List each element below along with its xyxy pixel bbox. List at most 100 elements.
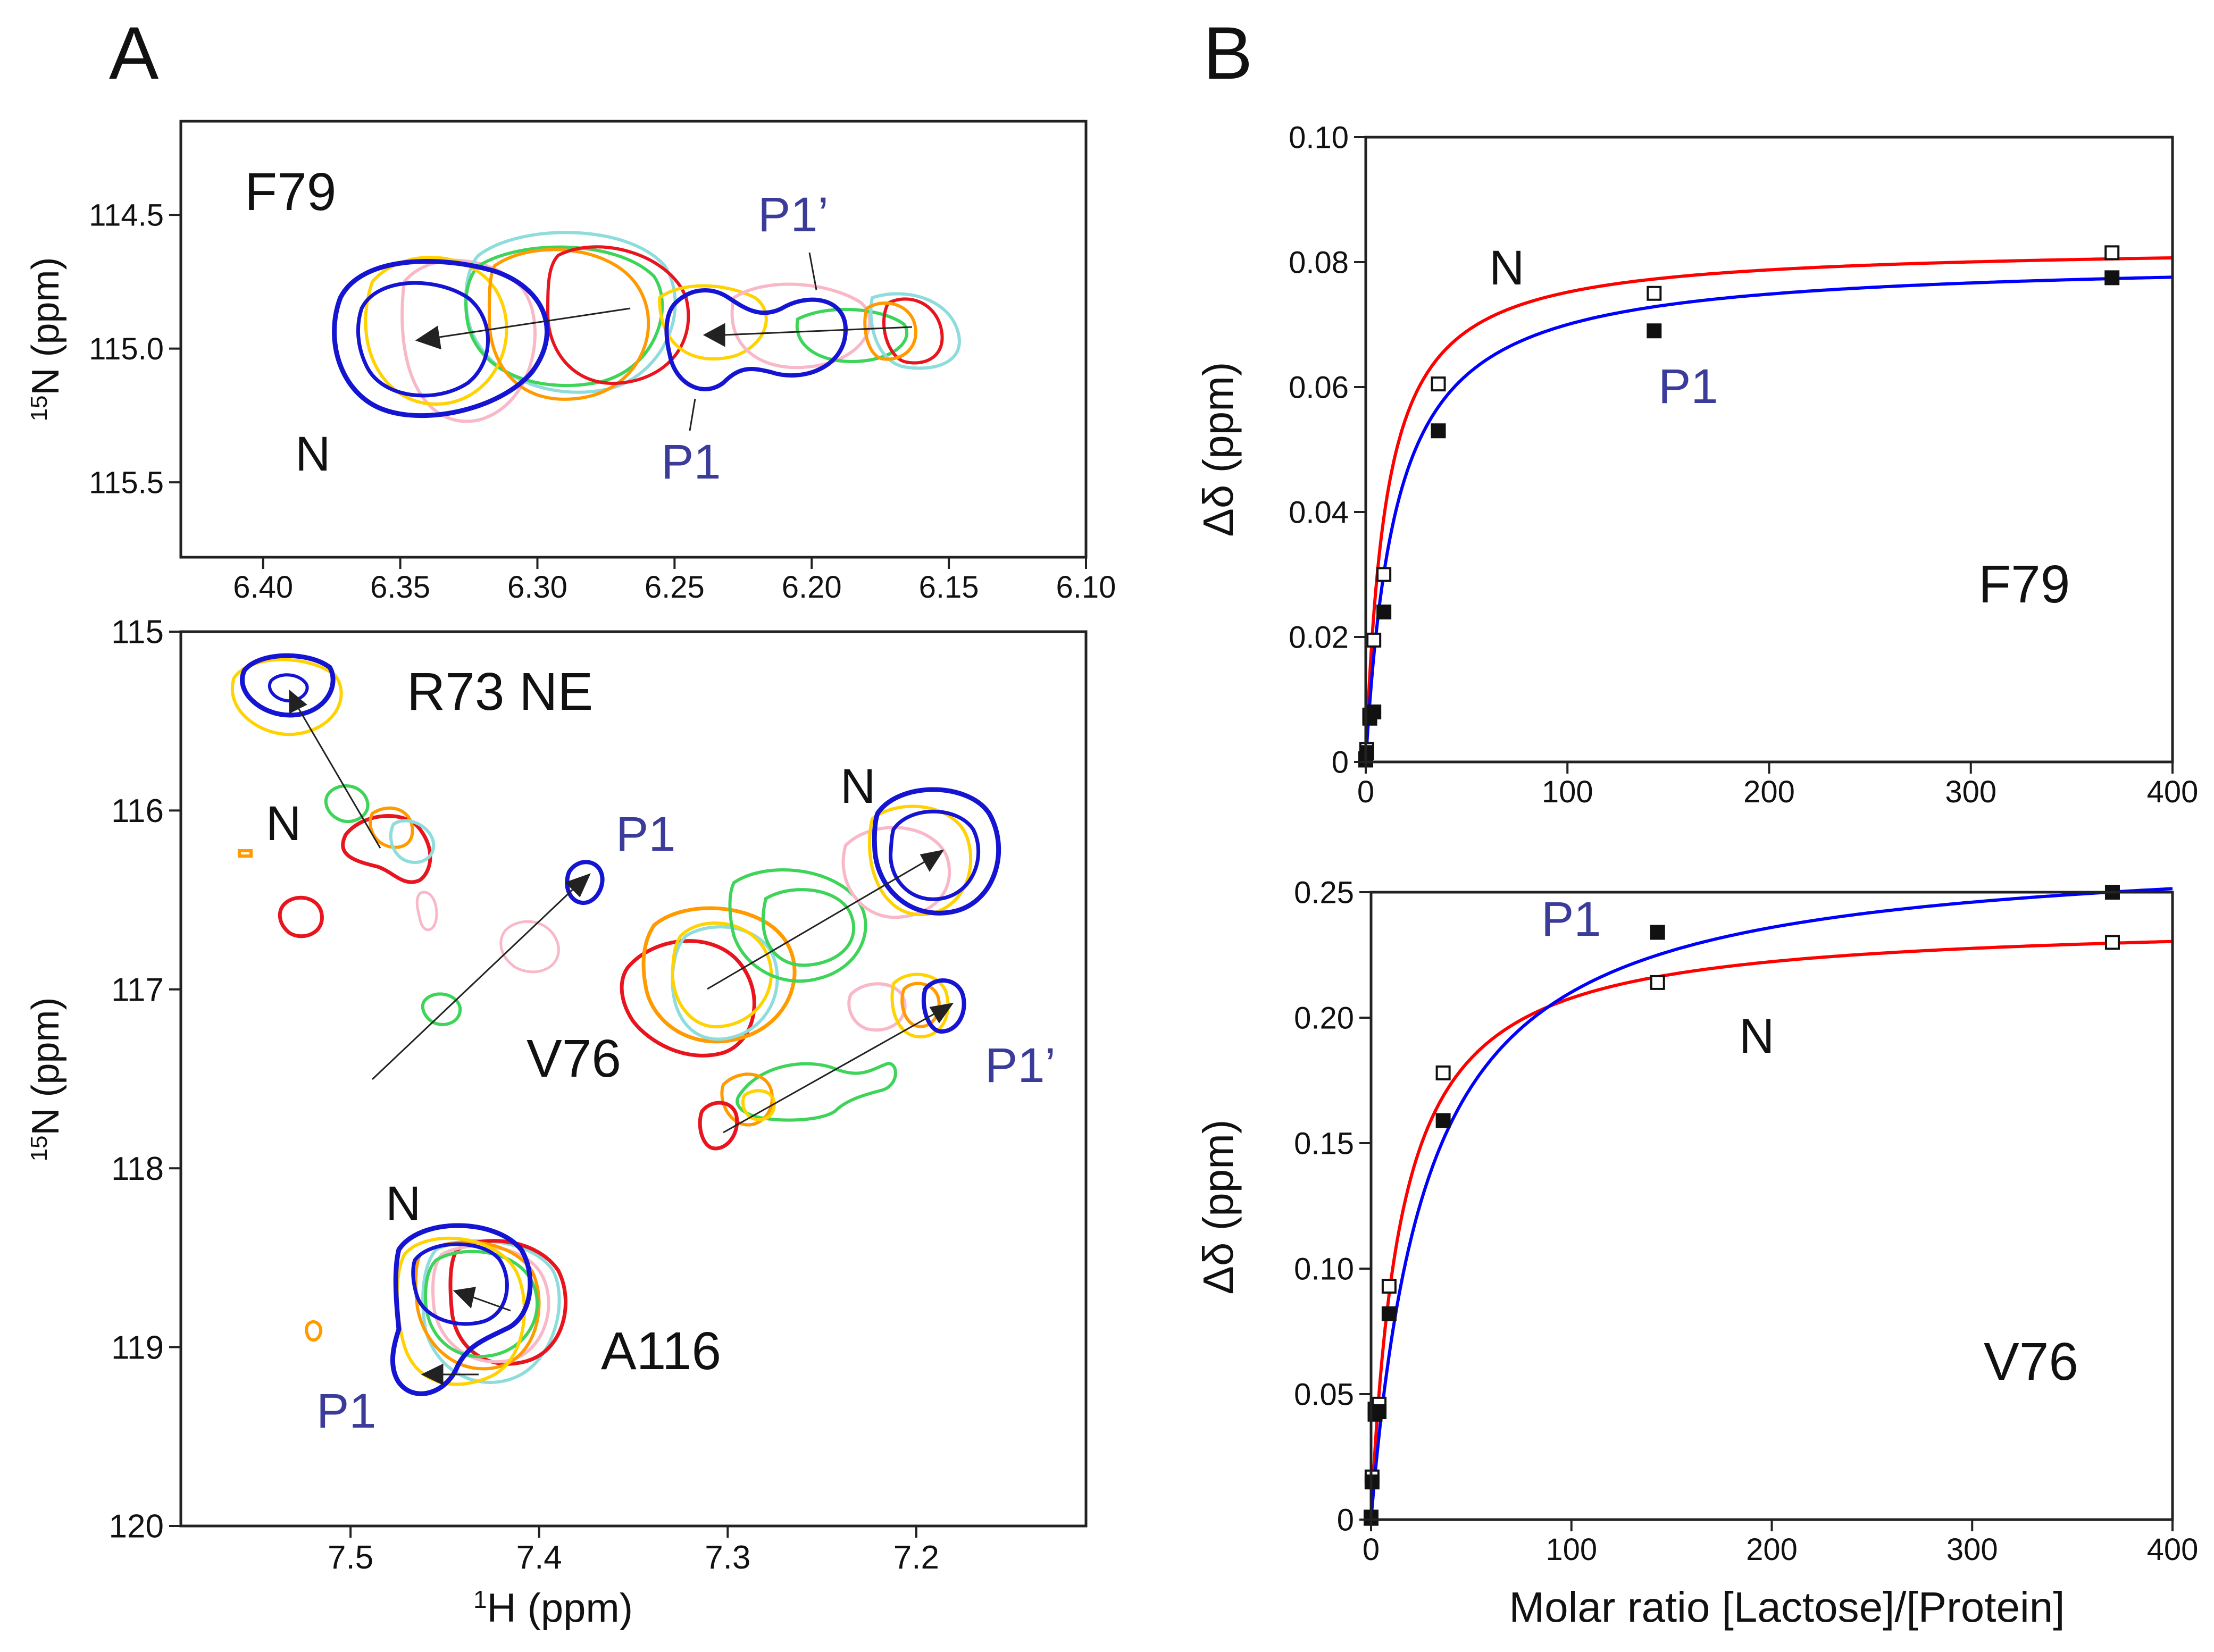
b-bot-point-p1 xyxy=(1435,1113,1451,1128)
a-top-label-p1: P1 xyxy=(661,435,721,489)
b-top-fit-curves xyxy=(1364,256,2173,762)
a-bot-xlabel-main: H (ppm) xyxy=(487,1586,633,1631)
a-bot-v76-orange xyxy=(641,906,797,1044)
a-bot-blue-p1 xyxy=(565,860,605,905)
b-xlabel: Molar ratio [Lactose]/[Protein] xyxy=(1509,1583,2065,1631)
a-bot-v76-yellow-2 xyxy=(867,804,973,917)
a-top-contour-blue-inner xyxy=(356,281,490,398)
b-top-title: F79 xyxy=(1978,555,2070,614)
panel-a-letter: A xyxy=(109,11,159,95)
a-top-arrows xyxy=(415,252,913,431)
a-top-arrowhead-n xyxy=(415,325,441,350)
a-bot-label-p1b: P1 xyxy=(316,1384,377,1438)
a-bot-xtick-label: 7.3 xyxy=(705,1539,750,1576)
a-top-ytick-label: 115.5 xyxy=(89,465,164,500)
b-top-x-ticks: 0 100 200 300 400 xyxy=(1357,762,2199,809)
b-top-y-ticks: 0 0.02 0.04 0.06 0.08 0.10 xyxy=(1289,120,1366,779)
a-top-frame xyxy=(179,120,1088,559)
a-bot-label-a116: A116 xyxy=(601,1321,721,1381)
b-bot-point-p1 xyxy=(1650,925,1665,940)
a-bot-frame xyxy=(179,630,1088,1528)
a-top-ytick-label: 115.0 xyxy=(89,332,164,366)
a-bot-p1p-orange xyxy=(900,982,941,1028)
a-bot-p1p-blue xyxy=(921,978,966,1034)
b-bot-xtick-label: 300 xyxy=(1946,1532,1998,1567)
b-bot-ytick-label: 0.05 xyxy=(1294,1377,1354,1412)
b-top-xtick-label: 200 xyxy=(1743,775,1795,809)
a-bot-xlabel: 1H (ppm) xyxy=(473,1586,633,1631)
b-top-point-p1 xyxy=(1431,423,1446,439)
b-top-frame xyxy=(1364,136,2174,764)
b-top-fit-n xyxy=(1364,256,2173,762)
a-bot-a116-green xyxy=(423,1250,539,1359)
a-top-contour-blue-outer xyxy=(332,259,549,418)
a-top-contour-orange xyxy=(487,248,650,401)
a-top-x-ticks: 6.40 6.35 6.30 6.25 6.20 6.15 6.10 xyxy=(233,557,1116,605)
b-bot-ytick-label: 0.25 xyxy=(1294,875,1354,910)
a-top-ylabel-main: N (ppm) xyxy=(24,257,67,396)
a-bot-ylabel-sup: 15 xyxy=(26,1136,52,1162)
a-bot-arrowhead-r73 xyxy=(289,689,307,714)
a-top-contour-orange-p1p xyxy=(863,301,917,361)
a-bot-p1p-yellow xyxy=(890,972,950,1039)
a-bot-r73-blue-inner xyxy=(268,673,309,703)
a-bot-label-n3: N xyxy=(386,1177,421,1231)
a-top-contour-red-p1p xyxy=(882,297,944,365)
a-top-xtick-label: 6.25 xyxy=(645,570,705,605)
b-top-annot-n: N xyxy=(1489,241,1524,295)
b-bot-point-p1 xyxy=(1381,1306,1397,1321)
a-bot-ytick-label: 118 xyxy=(111,1151,164,1187)
a-bot-label-n2: N xyxy=(840,759,875,814)
panel-a-top: 6.40 6.35 6.30 6.25 6.20 6.15 6.10 114.5115.01… xyxy=(24,120,1116,605)
a-top-contour-green-p1p xyxy=(795,307,908,364)
a-bot-a116-red xyxy=(448,1239,567,1366)
a-bot-arrows xyxy=(289,689,954,1386)
a-bot-label-v76: V76 xyxy=(527,1029,621,1088)
b-bot-annot-n: N xyxy=(1739,1009,1774,1063)
a-bot-arrow-v76 xyxy=(707,860,926,990)
b-top-point-p1 xyxy=(1376,605,1392,619)
b-top-xtick-label: 0 xyxy=(1357,775,1374,809)
a-bot-ytick-label: 119 xyxy=(111,1329,164,1366)
a-top-arrow-p1 xyxy=(723,326,913,336)
a-bot-xlabel-sup: 1 xyxy=(473,1586,487,1613)
b-top-ylabel: Δδ (ppm) xyxy=(1194,362,1242,536)
a-bot-ytick-label: 116 xyxy=(111,793,164,829)
b-bot-annot-p1: P1 xyxy=(1541,892,1601,946)
a-bot-r73-blue-outer xyxy=(240,653,336,718)
a-bot-r73-red-small xyxy=(278,895,324,938)
a-bot-arrow-p1p xyxy=(723,1012,937,1134)
a-top-label-p1p: P1’ xyxy=(758,188,829,242)
a-bot-green-small xyxy=(421,992,462,1026)
b-top-annot-p1: P1 xyxy=(1658,359,1718,414)
a-bot-v76-yellow xyxy=(671,921,773,1029)
a-top-ylabel-sup: 15 xyxy=(26,396,52,422)
a-top-contours xyxy=(332,231,961,423)
a-top-contour-blue-p1 xyxy=(664,288,848,391)
a-bot-arrowhead-p1 xyxy=(565,873,591,898)
b-bot-data-points xyxy=(1364,885,2120,1526)
b-bot-point-n xyxy=(1381,1279,1397,1294)
a-bot-arrowhead-a116-n xyxy=(453,1287,476,1309)
a-bot-arrow-p1 xyxy=(371,887,575,1080)
b-top-xtick-label: 400 xyxy=(2147,775,2199,809)
a-top-xtick-label: 6.10 xyxy=(1056,570,1116,605)
a-bot-pink-small-1 xyxy=(415,891,438,932)
b-top-ytick-label: 0.04 xyxy=(1289,495,1349,530)
a-bot-ylabel-main: N (ppm) xyxy=(24,997,67,1136)
a-bot-x-ticks: 7.5 7.4 7.3 7.2 xyxy=(328,1526,939,1576)
a-bot-v76-red xyxy=(620,939,756,1058)
b-bot-title: V76 xyxy=(1984,1332,2078,1391)
b-top-point-p1 xyxy=(1366,705,1382,719)
a-top-contour-red xyxy=(546,245,690,385)
a-top-contour-yellow-p1 xyxy=(657,284,768,360)
a-bot-label-p1a: P1 xyxy=(616,807,676,861)
a-top-leader-p1p xyxy=(808,252,817,290)
b-bot-ylabel: Δδ (ppm) xyxy=(1194,1119,1242,1294)
b-top-point-n xyxy=(1366,632,1382,648)
a-bot-xtick-label: 7.5 xyxy=(328,1539,373,1576)
b-top-point-p1 xyxy=(1647,323,1662,339)
a-top-xtick-label: 6.15 xyxy=(919,570,979,605)
